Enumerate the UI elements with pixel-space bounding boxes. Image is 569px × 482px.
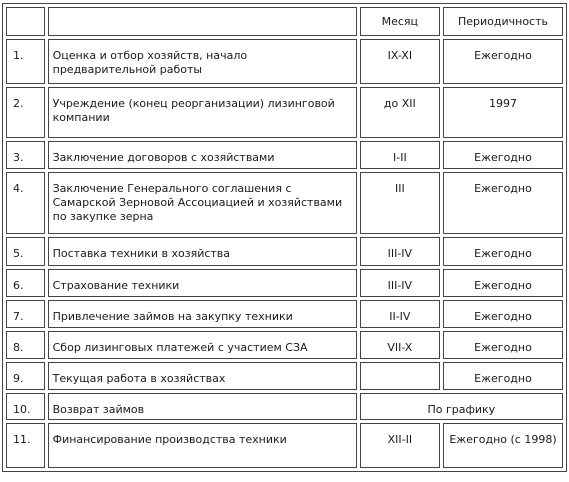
row-periodicity: 1997 (443, 87, 563, 138)
table-row: 10. Возврат займов По графику (6, 393, 563, 420)
row-periodicity: Ежегодно (443, 141, 563, 169)
table-row: 5. Поставка техники в хозяйства III-IV Е… (6, 237, 563, 266)
row-month: III (359, 172, 440, 234)
row-periodicity: Ежегодно (443, 362, 563, 390)
row-periodicity: Ежегодно (443, 39, 563, 84)
row-number: 7. (6, 300, 45, 328)
row-activity: Заключение договоров с хозяйствами (47, 141, 357, 169)
row-number: 6. (6, 269, 45, 297)
row-periodicity: Ежегодно (443, 300, 563, 328)
table-row: 7. Привлечение займов на закупку техники… (6, 300, 563, 328)
table-row: 8. Сбор лизинговых платежей с участием С… (6, 331, 563, 359)
table-row: 4. Заключение Генерального соглашения с … (6, 172, 563, 234)
table-row: 3. Заключение договоров с хозяйствами I-… (6, 141, 563, 169)
header-text-cell (47, 7, 357, 36)
row-month: I-II (359, 141, 440, 169)
table-row: 6. Страхование техники III-IV Ежегодно (6, 269, 563, 297)
header-periodicity: Периодичность (443, 7, 563, 36)
row-activity: Учреждение (конец реорганизации) лизинго… (47, 87, 357, 138)
row-number: 11. (6, 423, 45, 468)
row-periodicity: Ежегодно (443, 331, 563, 359)
row-periodicity: Ежегодно (443, 172, 563, 234)
row-activity: Финансирование производства техники (47, 423, 357, 468)
row-activity: Сбор лизинговых платежей с участием СЗА (47, 331, 357, 359)
row-number: 8. (6, 331, 45, 359)
table-row: 2. Учреждение (конец реорганизации) лизи… (6, 87, 563, 138)
row-schedule-merged: По графику (359, 393, 563, 420)
row-number: 1. (6, 39, 45, 84)
row-month (359, 362, 440, 390)
schedule-table: Месяц Периодичность 1. Оценка и отбор хо… (2, 3, 567, 472)
row-month: II-IV (359, 300, 440, 328)
row-periodicity: Ежегодно (с 1998) (443, 423, 563, 468)
row-number: 4. (6, 172, 45, 234)
header-row: Месяц Периодичность (6, 7, 563, 36)
row-number: 5. (6, 237, 45, 266)
header-month: Месяц (359, 7, 440, 36)
row-month: III-IV (359, 269, 440, 297)
row-periodicity: Ежегодно (443, 269, 563, 297)
table-row: 11. Финансирование производства техники … (6, 423, 563, 468)
row-month: IX-XI (359, 39, 440, 84)
header-num-cell (6, 7, 45, 36)
row-number: 3. (6, 141, 45, 169)
row-number: 9. (6, 362, 45, 390)
row-number: 10. (6, 393, 45, 420)
row-activity: Поставка техники в хозяйства (47, 237, 357, 266)
row-activity: Оценка и отбор хозяйств, начало предвари… (47, 39, 357, 84)
row-periodicity: Ежегодно (443, 237, 563, 266)
row-month: VII-X (359, 331, 440, 359)
row-activity: Привлечение займов на закупку техники (47, 300, 357, 328)
row-activity: Возврат займов (47, 393, 357, 420)
row-activity: Текущая работа в хозяйствах (47, 362, 357, 390)
row-month: XII-II (359, 423, 440, 468)
row-month: III-IV (359, 237, 440, 266)
row-number: 2. (6, 87, 45, 138)
table-row: 9. Текущая работа в хозяйствах Ежегодно (6, 362, 563, 390)
row-month: до XII (359, 87, 440, 138)
row-activity: Заключение Генерального соглашения с Сам… (47, 172, 357, 234)
table-row: 1. Оценка и отбор хозяйств, начало предв… (6, 39, 563, 84)
row-activity: Страхование техники (47, 269, 357, 297)
